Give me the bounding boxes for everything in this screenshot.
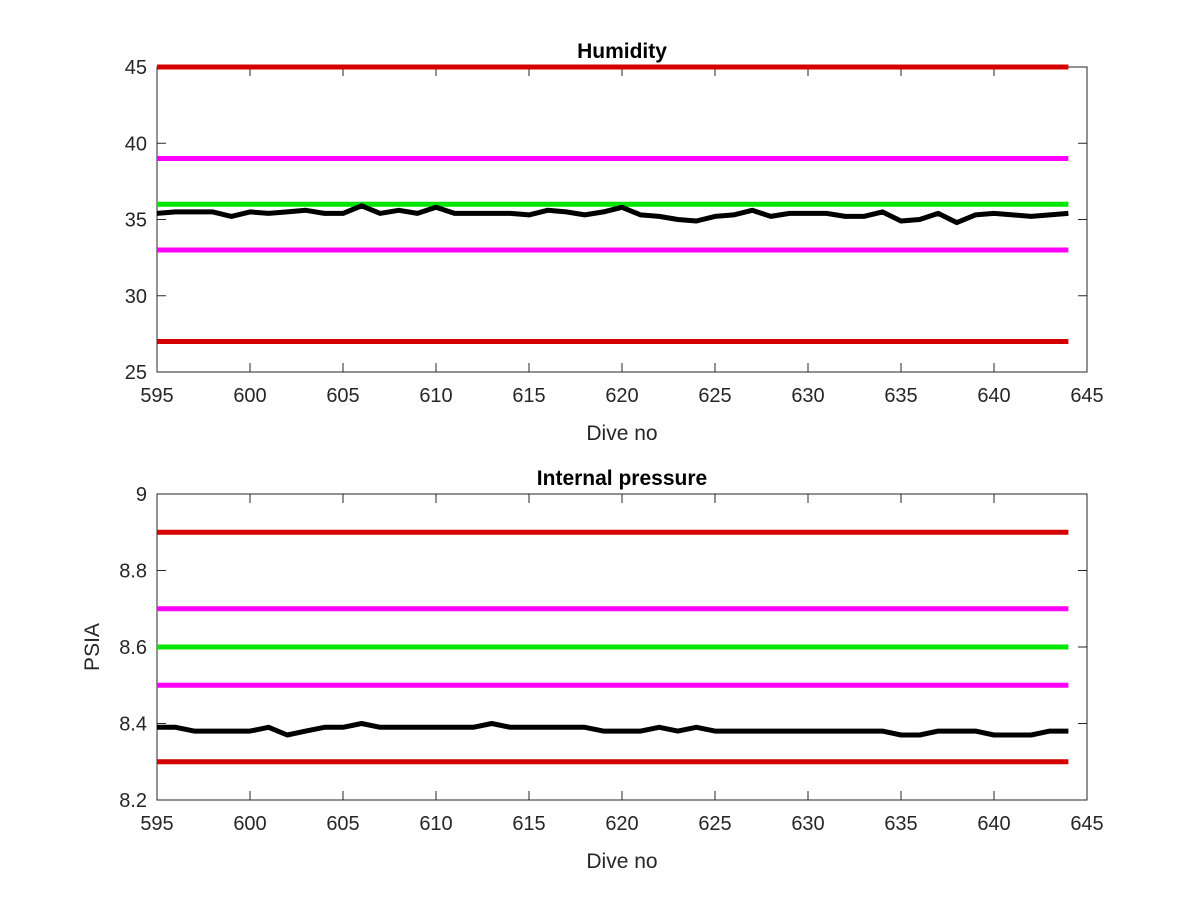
x-tick-label: 615 bbox=[512, 385, 545, 407]
x-tick-label: 610 bbox=[419, 385, 452, 407]
x-tick-label: 630 bbox=[791, 385, 824, 407]
x-tick-label: 605 bbox=[326, 385, 359, 407]
chart-title: Humidity bbox=[577, 40, 667, 63]
y-tick-label: 35 bbox=[125, 210, 147, 232]
x-tick-label: 595 bbox=[140, 385, 173, 407]
y-tick-label: 8.6 bbox=[119, 637, 147, 659]
plot-frame bbox=[156, 66, 1088, 373]
y-axis-label: PSIA bbox=[81, 623, 104, 671]
x-tick-label: 625 bbox=[698, 385, 731, 407]
x-tick-label: 600 bbox=[233, 813, 266, 835]
x-tick-label: 600 bbox=[233, 385, 266, 407]
x-tick-label: 640 bbox=[977, 385, 1010, 407]
x-tick-label: 645 bbox=[1070, 813, 1103, 835]
x-tick-label: 615 bbox=[512, 813, 545, 835]
y-tick-label: 9 bbox=[136, 484, 147, 506]
x-tick-label: 620 bbox=[605, 813, 638, 835]
y-tick-label: 8.4 bbox=[119, 714, 147, 736]
x-tick-label: 610 bbox=[419, 813, 452, 835]
data-series-line bbox=[156, 203, 1069, 226]
chart-title: Internal pressure bbox=[537, 467, 707, 490]
y-tick-label: 8.8 bbox=[119, 561, 147, 583]
y-tick-label: 45 bbox=[125, 57, 147, 79]
x-tick-label: 645 bbox=[1070, 385, 1103, 407]
x-tick-label: 640 bbox=[977, 813, 1010, 835]
x-tick-label: 630 bbox=[791, 813, 824, 835]
x-axis-label: Dive no bbox=[586, 850, 657, 873]
x-axis-label: Dive no bbox=[586, 422, 657, 445]
x-tick-label: 605 bbox=[326, 813, 359, 835]
chart-2: 595 600 605 610 615 620 625 630 635 640 645 8.2 8.4 8… bbox=[81, 467, 1104, 873]
chart-1: 595 600 605 610 615 620 625 630 635 640 645 25 30 35 4… bbox=[125, 40, 1104, 445]
x-tick-label: 635 bbox=[884, 813, 917, 835]
x-tick-label: 620 bbox=[605, 385, 638, 407]
y-tick-label: 30 bbox=[125, 286, 147, 308]
y-tick-label: 25 bbox=[125, 362, 147, 384]
y-tick-label: 40 bbox=[125, 133, 147, 155]
x-tick-label: 595 bbox=[140, 813, 173, 835]
x-tick-label: 625 bbox=[698, 813, 731, 835]
data-series-line bbox=[157, 721, 1069, 738]
x-tick-label: 635 bbox=[884, 385, 917, 407]
y-tick-label: 8.2 bbox=[119, 790, 147, 812]
